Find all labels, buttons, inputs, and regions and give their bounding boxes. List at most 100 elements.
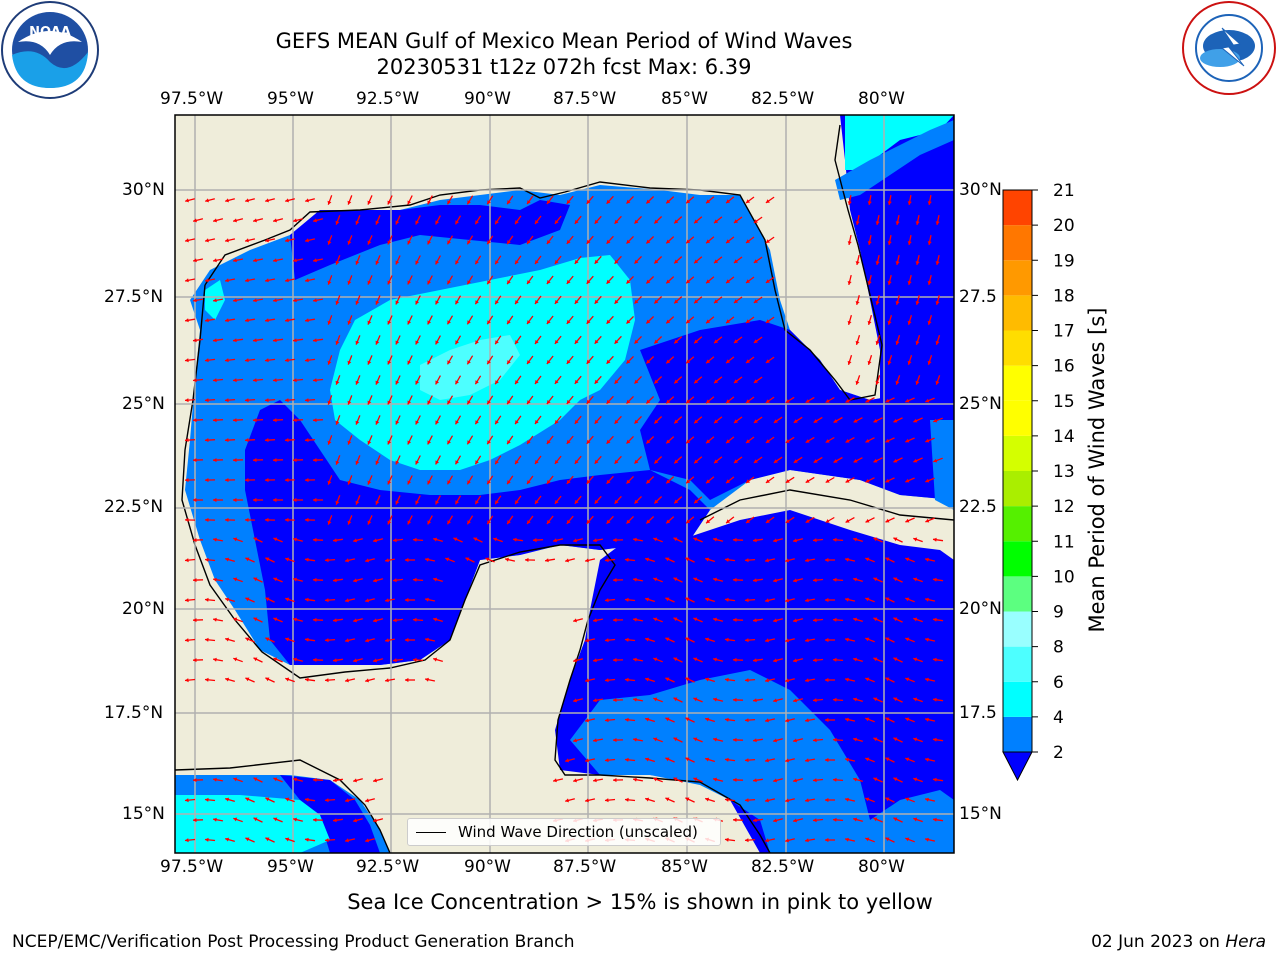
wind-arrow-head [633,617,637,622]
wind-arrow-head [625,717,629,722]
lon-label-bottom: 85°W [661,857,708,877]
wind-arrow-head [805,758,809,763]
wind-arrow-head [733,537,737,542]
wind-arrow-head [694,259,699,264]
wind-arrow-head [765,199,770,203]
wind-arrow-head [686,479,691,484]
wind-arrow-head [685,597,690,602]
wind-arrow-head [746,319,750,323]
wind-arrow-head [706,199,711,204]
wind-arrow-head [566,519,571,524]
colorbar-tick-label: 17 [1053,322,1075,342]
wind-arrow-head [865,478,870,483]
wind-arrow-head [665,557,670,562]
wind-arrow-head [705,757,710,762]
wind-arrow-head [745,558,749,563]
wind-arrow-head [673,577,678,582]
wind-arrow-head [427,320,432,325]
wind-arrow-head [653,657,658,662]
wind-arrow-head [273,418,277,423]
colorbar-tick-label: 21 [1053,181,1075,201]
lon-label-bottom: 80°W [858,857,905,877]
wind-arrow-head [865,597,870,602]
wind-arrow-head [613,738,617,743]
wind-arrow-head [634,499,639,504]
wind-arrow-head [313,258,317,263]
wind-arrow-head [407,480,412,485]
wind-arrow-head [925,677,929,682]
wind-arrow-head [825,797,829,803]
wind-arrow-head [566,439,571,444]
wind-arrow-head [407,360,412,365]
wind-arrow-head [873,697,878,702]
wind-arrow-head [205,677,209,682]
wind-arrow-head [193,298,197,303]
wind-arrow-head [285,597,290,602]
colorbar-tick-label: 8 [1053,638,1064,658]
wind-arrow-head [706,399,711,404]
wind-arrow-head [893,737,898,742]
wind-arrow-head [305,478,309,483]
wind-arrow-head [745,678,749,683]
wind-arrow-head [185,838,189,843]
wind-arrow-head [475,300,479,305]
wind-arrow-head [353,658,357,663]
wind-arrow-head [455,380,459,385]
wind-arrow-head [626,279,631,284]
wind-arrow-head [913,537,918,542]
wind-arrow-head [713,537,717,542]
wind-arrow-head [726,359,730,364]
wind-arrow-head [515,340,519,345]
wind-arrow-head [525,557,529,562]
wind-arrow-head [785,558,789,563]
wind-arrow-head [253,537,258,542]
wind-arrow-head [885,757,890,762]
wind-arrow-head [515,500,519,505]
wind-arrow-head [205,478,209,483]
wind-arrow-head [413,577,417,582]
wind-arrow-head [205,597,209,602]
wind-arrow-head [546,520,551,524]
wind-arrow-head [674,499,679,504]
wind-arrow-head [273,497,277,503]
wind-arrow-head [805,718,809,723]
wind-arrow-head [845,677,849,682]
wind-arrow-head [347,280,352,285]
wind-arrow-head [605,598,609,603]
wind-arrow-head [305,438,309,443]
wind-arrow-head [645,677,650,682]
wind-arrow-head [605,758,609,763]
wind-arrow-head [875,380,880,385]
wind-arrow-head [427,240,432,245]
colorbar-segment [1003,611,1032,647]
wind-arrow-head [427,360,432,365]
wind-arrow-head [845,597,849,602]
wind-arrow-head [393,618,397,623]
colorbar-tick-label: 11 [1053,532,1075,552]
wind-arrow-head [714,419,719,424]
wind-arrow-head [265,797,270,802]
wind-arrow-head [666,199,671,204]
wind-arrow-head [415,420,420,425]
wind-arrow-head [193,378,197,383]
wind-arrow-head [873,458,878,463]
map-ocean [175,115,954,853]
wind-arrow-head [205,837,209,842]
wind-arrow-head [745,758,749,763]
wind-arrow-head [885,717,890,722]
wind-arrow-head [725,837,729,842]
wind-arrow-head [467,440,471,445]
wind-arrow-head [793,818,797,823]
wind-arrow-head [913,458,918,463]
wind-arrow-head [313,298,317,303]
wind-arrow-head [193,338,197,343]
wind-arrow-head [225,278,229,283]
wind-arrow-head [825,439,830,443]
wind-arrow-head [713,697,717,702]
wind-arrow-head [734,259,738,263]
wind-arrow-head [447,360,451,365]
wind-arrow-head [666,319,671,324]
wind-arrow-head [185,238,189,243]
wind-arrow-head [665,677,670,682]
wind-arrow-head [265,557,270,562]
